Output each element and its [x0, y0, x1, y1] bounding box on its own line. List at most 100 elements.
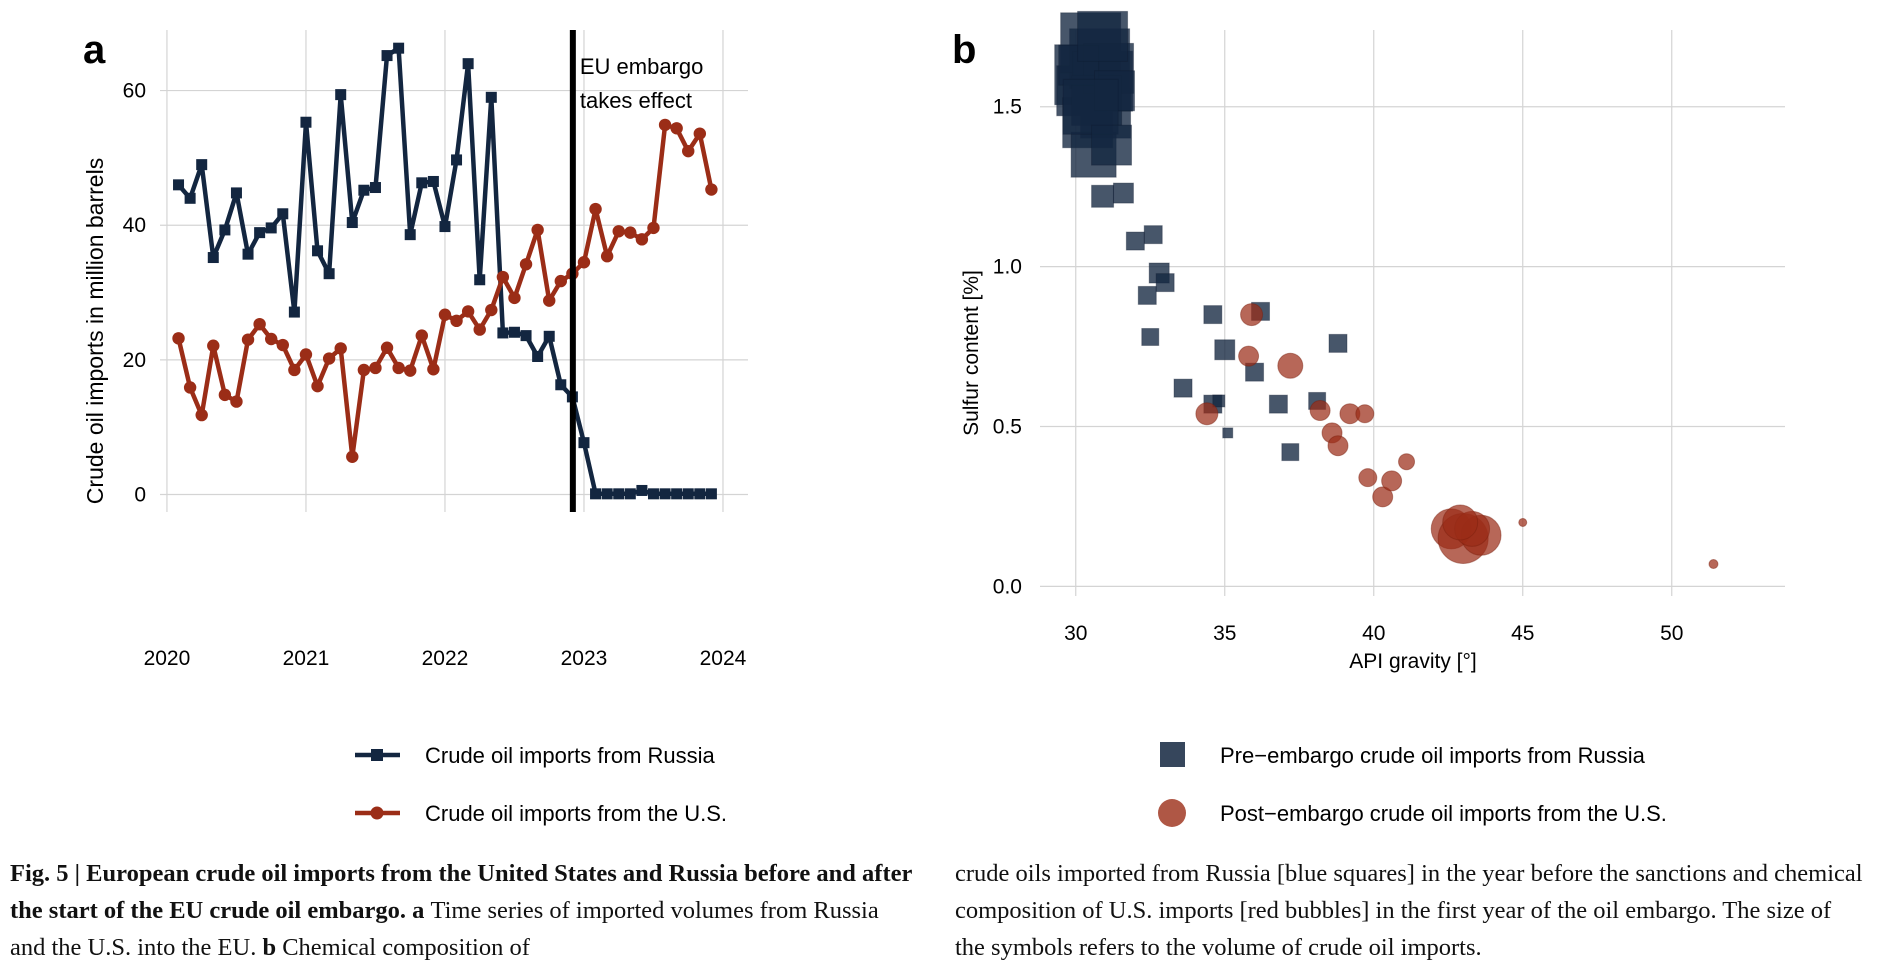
us-data-point — [415, 329, 428, 342]
us-data-point — [519, 258, 533, 271]
russia-data-point — [427, 175, 439, 187]
panel-a-y-axis-label: Crude oil imports in million barrels — [82, 158, 108, 504]
caption-panel-b-text-start: Chemical composition of — [282, 934, 530, 961]
russia-data-point — [219, 224, 231, 236]
russia-data-point — [393, 42, 405, 54]
caption-figure-number: Fig. 5 | — [10, 860, 87, 887]
russia-data-point — [265, 222, 277, 234]
us-crude-bubble — [1327, 435, 1349, 457]
us-crude-bubble — [1277, 352, 1304, 379]
us-data-point — [392, 361, 405, 375]
legend-post-embargo: Post−embargo crude oil imports from the … — [1158, 799, 1667, 827]
panel-a-x-tick-label: 2021 — [283, 647, 330, 670]
us-crude-bubble — [1381, 470, 1403, 492]
us-data-point — [612, 225, 625, 238]
legend-russia: Crude oil imports from Russia — [355, 743, 716, 768]
russia-crude-square — [1328, 333, 1348, 353]
us-data-point — [253, 317, 266, 331]
panel-b-x-tick-label: 50 — [1660, 622, 1683, 645]
russia-data-point — [613, 488, 625, 500]
russia-data-point — [705, 488, 717, 500]
us-data-point — [635, 233, 649, 246]
us-data-point — [404, 364, 417, 377]
russia-data-point — [173, 179, 185, 191]
russia-data-point — [451, 154, 463, 166]
panel-b-y-tick-label: 1.0 — [993, 256, 1022, 279]
panel-a-x-tick-label: 2020 — [144, 647, 191, 670]
us-crude-bubble — [1238, 345, 1260, 367]
us-data-point — [334, 342, 347, 355]
us-data-point — [450, 314, 463, 328]
us-data-point — [624, 226, 637, 239]
russia-data-point — [624, 488, 636, 500]
caption-panel-b-label: b — [262, 934, 283, 961]
russia-crude-square — [1281, 443, 1300, 462]
us-data-point — [299, 348, 313, 361]
russia-data-point — [312, 245, 324, 257]
russia-data-point — [682, 488, 694, 500]
us-data-point — [438, 308, 452, 321]
russia-crude-square — [1141, 327, 1160, 346]
us-data-point — [241, 333, 255, 346]
russia-data-point — [346, 217, 358, 229]
us-data-point — [172, 332, 185, 345]
us-data-point — [322, 352, 336, 365]
russia-data-point — [555, 379, 567, 391]
us-crude-bubble — [1240, 303, 1264, 327]
russia-crude-square — [1112, 182, 1134, 204]
russia-data-point — [277, 208, 289, 220]
russia-crude-square — [1143, 225, 1163, 245]
russia-data-point — [242, 248, 254, 260]
russia-data-point — [601, 488, 613, 500]
us-data-point — [693, 127, 707, 140]
us-data-point — [357, 363, 371, 377]
panel-b-x-tick-label: 40 — [1362, 622, 1385, 645]
panel-b-x-tick-label: 45 — [1511, 622, 1534, 645]
russia-crude-square — [1268, 394, 1288, 414]
russia-data-point — [358, 184, 370, 196]
panel-b-tick-labels: 30 35 40 45 50 0.0 0.5 1.0 1.5 — [993, 96, 1684, 645]
panel-b-label: b — [952, 28, 976, 72]
russia-data-point — [184, 192, 196, 204]
panel-b-y-axis-label: Sulfur content [%] — [960, 270, 983, 436]
us-crude-bubble — [1309, 400, 1331, 422]
caption-left-column: Fig. 5 | European crude oil imports from… — [10, 855, 915, 966]
russia-data-point — [369, 182, 381, 194]
panel-b-gridlines — [1040, 30, 1785, 596]
russia-data-point — [543, 330, 555, 342]
panel-b-y-tick-label: 0.5 — [993, 416, 1022, 439]
us-data-point — [496, 270, 510, 284]
russia-data-point — [671, 488, 683, 500]
caption-panel-a-label: a — [412, 897, 431, 924]
russia-crude-square — [1203, 305, 1223, 325]
us-data-point — [276, 338, 289, 352]
us-data-point — [531, 223, 544, 237]
panel-b-x-axis-label: API gravity [°] — [1349, 650, 1476, 673]
us-data-point — [311, 379, 324, 393]
russia-crude-square — [1091, 184, 1115, 208]
russia-data-point — [439, 221, 451, 233]
us-data-point — [380, 341, 394, 354]
russia-data-point — [416, 177, 428, 189]
legend-pre-embargo: Pre−embargo crude oil imports from Russi… — [1160, 742, 1646, 768]
russia-data-point — [647, 488, 659, 500]
panel-b-legend: Pre−embargo crude oil imports from Russi… — [1158, 742, 1667, 827]
us-data-point — [461, 305, 475, 318]
panel-a-x-tick-label: 2022 — [422, 647, 469, 670]
russia-crude-square — [1222, 427, 1234, 439]
russia-data-point — [485, 91, 497, 103]
russia-crude-square — [1212, 394, 1226, 408]
embargo-annotation-line-2: takes effect — [580, 88, 692, 113]
russia-data-point — [694, 488, 706, 500]
us-data-point — [218, 388, 232, 402]
russia-data-point — [288, 306, 300, 318]
panel-a-x-tick-label: 2023 — [561, 647, 608, 670]
us-data-point — [600, 249, 614, 263]
us-crude-bubble — [1355, 404, 1375, 424]
russia-data-point — [300, 116, 312, 128]
russia-data-point — [532, 350, 544, 362]
us-data-point — [508, 291, 521, 305]
us-data-point — [195, 408, 208, 422]
russia-data-point — [578, 437, 590, 449]
